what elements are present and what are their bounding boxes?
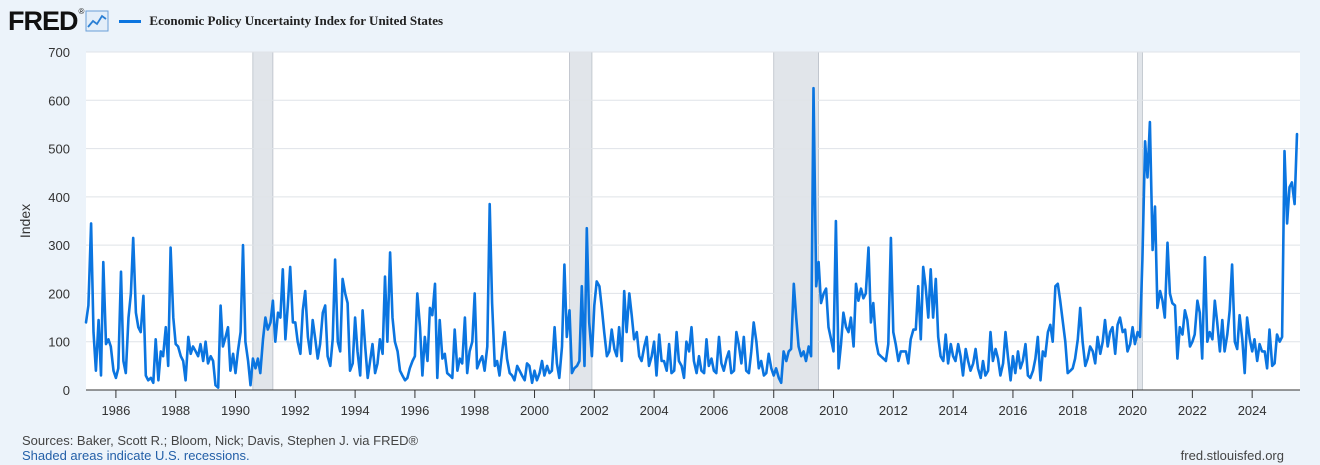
recession-band-4 xyxy=(1137,51,1143,391)
x-tick-label: 2016 xyxy=(998,403,1027,418)
fred-url[interactable]: fred.stlouisfed.org xyxy=(1180,448,1284,463)
x-tick-label: 1998 xyxy=(460,403,489,418)
y-tick-label: 0 xyxy=(63,383,70,398)
x-tick-label: 1996 xyxy=(400,403,429,418)
chart-line-icon xyxy=(85,10,109,32)
y-axis-label: Index xyxy=(17,204,33,238)
x-tick-label: 2022 xyxy=(1178,403,1207,418)
x-tick-label: 2008 xyxy=(759,403,788,418)
y-tick-label: 100 xyxy=(48,335,70,350)
x-tick-label: 2020 xyxy=(1118,403,1147,418)
y-tick-label: 700 xyxy=(48,45,70,60)
recessions-note[interactable]: Shaded areas indicate U.S. recessions. xyxy=(22,448,250,463)
x-tick-label: 2014 xyxy=(939,403,968,418)
x-tick-label: 1988 xyxy=(161,403,190,418)
x-axis-ticks: 1986 1988 1990 1992 1994 1996 1998 2000 2002 2004… xyxy=(101,390,1267,418)
legend: Economic Policy Uncertainty Index for Un… xyxy=(119,13,443,29)
x-tick-label: 1990 xyxy=(221,403,250,418)
registered-mark: ® xyxy=(78,6,85,16)
chart-header: FRED® Economic Policy Uncertainty Index … xyxy=(8,6,443,36)
y-tick-label: 600 xyxy=(48,93,70,108)
sources-note: Sources: Baker, Scott R.; Bloom, Nick; D… xyxy=(22,433,419,448)
y-tick-label: 500 xyxy=(48,142,70,157)
x-tick-label: 1994 xyxy=(341,403,370,418)
x-tick-label: 1986 xyxy=(101,403,130,418)
x-tick-label: 2000 xyxy=(520,403,549,418)
x-tick-label: 2004 xyxy=(640,403,669,418)
x-tick-label: 2006 xyxy=(699,403,728,418)
fred-logo[interactable]: FRED® xyxy=(8,5,85,36)
x-tick-label: 1992 xyxy=(281,403,310,418)
x-tick-label: 2018 xyxy=(1058,403,1087,418)
y-tick-label: 400 xyxy=(48,190,70,205)
legend-label: Economic Policy Uncertainty Index for Un… xyxy=(149,13,444,28)
recession-shading xyxy=(252,51,1143,391)
x-tick-label: 2024 xyxy=(1238,403,1267,418)
y-tick-label: 300 xyxy=(48,238,70,253)
x-tick-label: 2012 xyxy=(879,403,908,418)
legend-swatch xyxy=(119,19,142,23)
y-tick-label: 200 xyxy=(48,286,70,301)
series-line-1[interactable] xyxy=(84,86,1299,389)
y-axis-ticks: 0 100 200 300 400 500 600 700 xyxy=(48,45,70,398)
series-layer xyxy=(84,86,1299,389)
fred-logo-text: FRED xyxy=(8,5,78,36)
x-tick-label: 2002 xyxy=(580,403,609,418)
x-tick-label: 2010 xyxy=(819,403,848,418)
